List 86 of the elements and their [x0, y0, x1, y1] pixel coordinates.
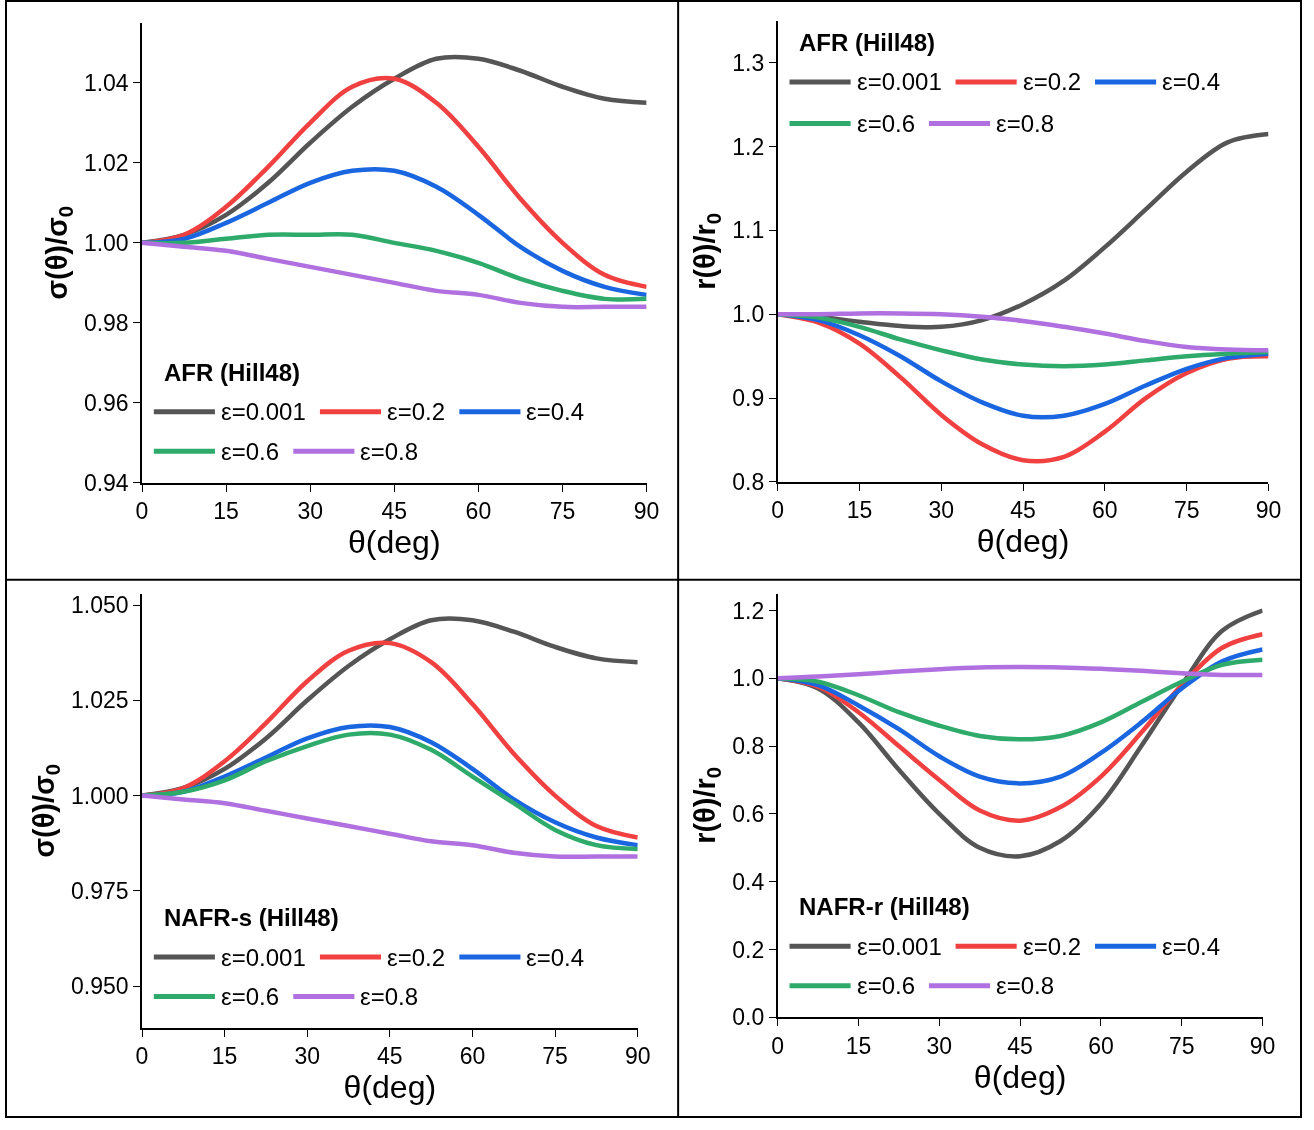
y-tick-label: 1.2: [732, 133, 765, 160]
y-tick-label: 0.98: [83, 309, 129, 336]
x-tick-label: 0: [135, 1043, 149, 1070]
y-tick-label: 1.3: [732, 49, 765, 76]
legend-label: ε=0.001: [857, 68, 942, 95]
x-tick-label: 75: [549, 498, 576, 525]
y-tick-label: 1.0: [732, 665, 765, 692]
y-tick-label: 1.1: [732, 217, 765, 244]
legend-label: ε=0.8: [360, 983, 419, 1010]
x-tick-label: 60: [1092, 497, 1118, 524]
x-tick-label: 30: [297, 498, 323, 525]
x-tick-label: 0: [771, 497, 785, 524]
legend-label: ε=0.6: [221, 438, 280, 465]
x-tick-label: 75: [542, 1043, 568, 1070]
legend-label: ε=0.001: [857, 933, 942, 960]
x-axis-title: θ(deg): [973, 1058, 1067, 1095]
legend-label: ε=0.4: [1162, 933, 1221, 960]
y-tick-label: 0.950: [71, 973, 129, 1000]
x-tick-label: 90: [1255, 497, 1282, 524]
legend-title: NAFR-r (Hill48): [799, 893, 970, 920]
x-axis-title: θ(deg): [343, 1069, 437, 1106]
legend-label: ε=0.6: [857, 110, 916, 137]
x-tick-label: 45: [1010, 497, 1036, 524]
legend-label: ε=0.001: [221, 944, 306, 971]
legend-label: ε=0.2: [387, 398, 446, 425]
x-tick-label: 30: [926, 1032, 953, 1059]
x-tick-label: 0: [135, 498, 149, 525]
legend-label: ε=0.2: [1023, 68, 1082, 95]
y-tick-label: 1.2: [732, 597, 765, 624]
legend-label: ε=0.6: [857, 972, 916, 999]
x-tick-label: 30: [294, 1043, 321, 1070]
x-tick-label: 45: [381, 498, 408, 525]
y-tick-label: 0.4: [732, 868, 765, 895]
y-tick-label: 0.975: [71, 877, 129, 904]
y-tick-label: 1.00: [83, 229, 129, 256]
legend-label: ε=0.2: [1023, 933, 1082, 960]
y-tick-label: 1.000: [71, 782, 129, 809]
x-tick-label: 15: [213, 498, 239, 525]
legend-title: NAFR-s (Hill48): [164, 904, 339, 931]
x-tick-label: 60: [1088, 1032, 1114, 1059]
legend-label: ε=0.6: [221, 983, 280, 1010]
y-tick-label: 0.8: [732, 469, 765, 496]
x-tick-label: 75: [1168, 1032, 1195, 1059]
legend-label: ε=0.8: [360, 438, 419, 465]
x-tick-label: 15: [845, 1032, 872, 1059]
line-series: [142, 793, 638, 860]
x-tick-label: 30: [928, 497, 955, 524]
x-axis-title: θ(deg): [348, 524, 441, 561]
y-tick-label: 0.94: [83, 470, 129, 497]
x-tick-label: 60: [465, 498, 492, 525]
y-tick-label: 1.02: [83, 149, 129, 176]
legend-label: ε=0.4: [526, 398, 585, 425]
x-axis-title: θ(deg): [976, 523, 1070, 560]
y-tick-label: 1.04: [83, 69, 129, 96]
legend-label: ε=0.8: [996, 972, 1055, 999]
legend-label: ε=0.2: [387, 944, 446, 971]
y-tick-label: 0.2: [732, 936, 765, 963]
x-tick-label: 75: [1173, 497, 1200, 524]
x-tick-label: 90: [1249, 1032, 1276, 1059]
x-tick-label: 90: [633, 498, 660, 525]
line-series: [777, 311, 1269, 353]
x-tick-label: 15: [211, 1043, 238, 1070]
line-series: [142, 240, 647, 310]
x-tick-label: 90: [624, 1043, 651, 1070]
line-series: [777, 657, 1263, 742]
x-tick-label: 15: [846, 497, 873, 524]
x-tick-label: 45: [1007, 1032, 1033, 1059]
legend-title: AFR (Hill48): [799, 29, 936, 56]
y-tick-label: 0.96: [83, 389, 129, 416]
legend-label: ε=0.001: [221, 398, 306, 425]
x-tick-label: 45: [377, 1043, 403, 1070]
y-tick-label: 1.050: [71, 592, 129, 619]
legend-label: ε=0.8: [996, 110, 1055, 137]
x-tick-label: 60: [459, 1043, 486, 1070]
y-tick-label: 1.0: [732, 301, 765, 328]
y-tick-label: 0.6: [732, 800, 765, 827]
x-tick-label: 0: [771, 1032, 785, 1059]
legend-title: AFR (Hill48): [164, 359, 301, 386]
y-tick-label: 0.8: [732, 733, 765, 760]
line-series: [777, 664, 1263, 681]
legend-label: ε=0.4: [1162, 68, 1221, 95]
y-tick-label: 0.0: [732, 1004, 765, 1031]
y-tick-label: 0.9: [732, 385, 765, 412]
y-tick-label: 1.025: [71, 687, 129, 714]
legend-label: ε=0.4: [526, 944, 585, 971]
line-series: [142, 75, 647, 290]
